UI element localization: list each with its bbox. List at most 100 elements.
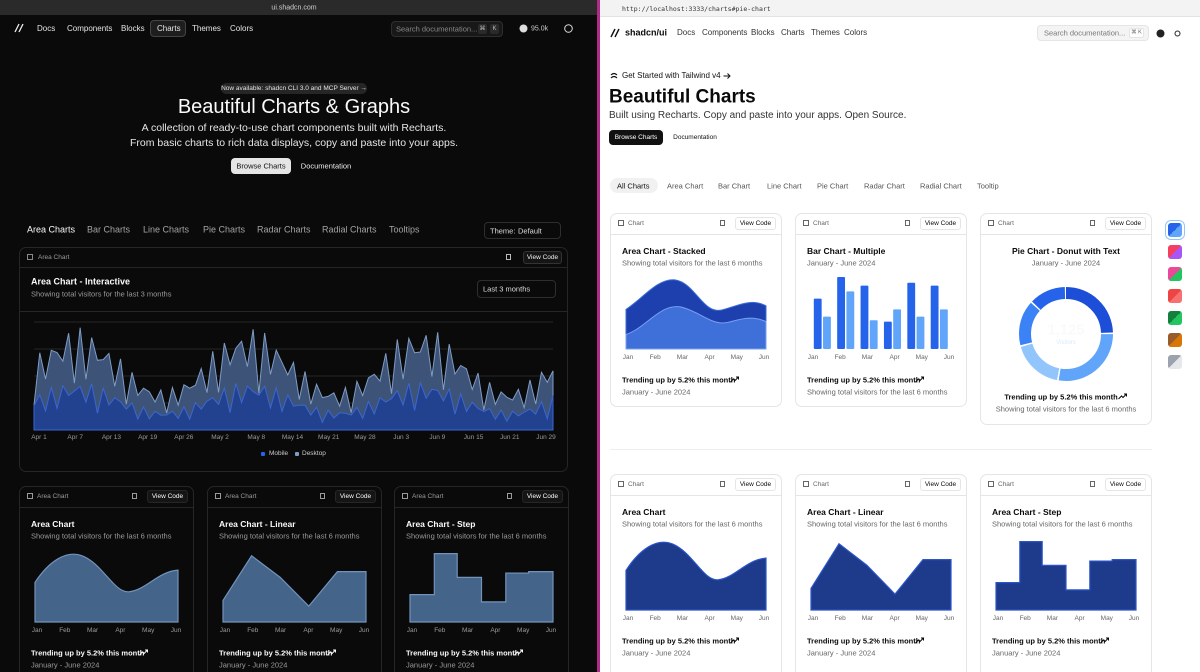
theme-icon [564, 24, 573, 33]
search-box[interactable] [391, 21, 503, 37]
chart-tab[interactable]: Pie Chart [817, 180, 849, 190]
copy-icon [905, 481, 910, 487]
secondary-button-label[interactable]: Documentation [300, 161, 352, 171]
chart-tab[interactable]: Pie Charts [203, 224, 246, 235]
range-select[interactable] [477, 280, 556, 298]
nav-link[interactable]: Docs [677, 28, 696, 37]
x-axis-label: Apr 19 [138, 433, 158, 441]
nav-link[interactable]: Components [67, 24, 113, 33]
view-code-label[interactable]: View Code [151, 492, 184, 500]
theme-select[interactable] [484, 222, 561, 239]
nav-link[interactable]: Blocks [121, 24, 145, 33]
card-title: Area Chart - Linear [219, 518, 296, 529]
chart-tab[interactable]: Area Chart [667, 180, 704, 190]
logo [610, 28, 620, 38]
chart-graphic [223, 550, 366, 622]
secondary-button-label[interactable]: Documentation [673, 133, 717, 141]
view-code-button[interactable] [1105, 217, 1146, 230]
theme-swatch[interactable] [1165, 220, 1185, 240]
theme-swatch[interactable] [1168, 289, 1182, 303]
view-code-button[interactable] [735, 478, 776, 491]
bar [893, 309, 902, 349]
theme-swatch[interactable] [1168, 245, 1182, 259]
view-code-button[interactable] [735, 217, 776, 230]
x-axis-label: May 8 [247, 433, 266, 441]
announcement[interactable]: Get Started with Tailwind v4 [622, 71, 721, 80]
view-code-button[interactable] [1105, 478, 1146, 491]
chart-tab[interactable]: Radial Charts [322, 224, 377, 235]
primary-button-label[interactable]: Browse Charts [614, 133, 658, 141]
view-code-label[interactable]: View Code [1109, 480, 1142, 488]
card-description: January - June 2024 [1031, 258, 1101, 268]
card-footer-sub: January - June 2024 [622, 648, 691, 658]
nav-link[interactable]: Blocks [751, 28, 775, 37]
view-code-button[interactable] [335, 490, 376, 503]
x-axis-label: Jun [758, 353, 770, 361]
search-placeholder: Search documentation... [396, 24, 478, 34]
chart-tab[interactable]: Radar Charts [257, 224, 311, 235]
card-title: Pie Chart - Donut with Text [1012, 245, 1120, 256]
primary-button[interactable] [231, 158, 291, 174]
theme-value[interactable]: Default [518, 225, 542, 235]
nav-link[interactable]: Charts [781, 28, 805, 37]
theme-swatch[interactable] [1168, 333, 1182, 347]
view-code-label[interactable]: View Code [739, 219, 772, 227]
card-header: Chart [628, 480, 644, 488]
search-box[interactable] [1037, 25, 1149, 41]
theme-swatch[interactable] [1168, 355, 1182, 369]
chart-tab[interactable]: Line Charts [143, 224, 190, 235]
header-icon [402, 493, 408, 499]
nav-link[interactable]: Colors [844, 28, 868, 37]
nav-link[interactable]: Colors [230, 24, 254, 33]
primary-button[interactable] [609, 130, 663, 145]
card-description: January - June 2024 [807, 258, 876, 268]
x-axis-label: Feb [834, 353, 846, 361]
view-code-label[interactable]: View Code [1109, 219, 1142, 227]
header-icon [27, 254, 33, 260]
view-code-button[interactable] [147, 490, 188, 503]
view-code-button[interactable] [523, 251, 562, 264]
card-title: Area Chart - Linear [807, 506, 884, 517]
trend-arrow [1118, 393, 1127, 400]
chart-tab[interactable]: Tooltip [977, 180, 999, 190]
nav-link[interactable]: Docs [37, 24, 56, 33]
view-code-label[interactable]: View Code [339, 492, 372, 500]
theme-swatch[interactable] [1168, 267, 1182, 281]
chart-tab[interactable]: Bar Chart [718, 180, 751, 190]
range-select-value[interactable]: Last 3 months [483, 284, 531, 294]
view-code-label[interactable]: View Code [924, 480, 957, 488]
theme-swatch[interactable] [1168, 311, 1182, 325]
view-code-button[interactable] [920, 478, 961, 491]
header-icon [803, 220, 809, 226]
nav-link[interactable]: Charts [157, 24, 181, 33]
chart-tab[interactable]: Line Chart [767, 180, 802, 190]
x-axis-label: Mar [861, 614, 873, 622]
card-description: Showing total visitors for the last 6 mo… [219, 531, 360, 541]
nav-link[interactable]: Themes [811, 28, 840, 37]
chart-tab[interactable]: Area Charts [27, 224, 76, 235]
card-header: Chart [998, 480, 1014, 488]
copy-icon [1090, 481, 1095, 487]
view-code-label[interactable]: View Code [526, 253, 559, 261]
github-stars: 95.0k [531, 25, 549, 33]
chart-tab[interactable]: All Charts [617, 180, 650, 190]
x-axis-label: Feb [649, 353, 661, 361]
view-code-label[interactable]: View Code [924, 219, 957, 227]
view-code-button[interactable] [522, 490, 563, 503]
chart-tab[interactable]: Radar Chart [864, 180, 905, 190]
card-description: Showing total visitors for the last 6 mo… [992, 519, 1133, 529]
nav-link[interactable]: Themes [192, 24, 221, 33]
nav-link[interactable]: Components [702, 28, 748, 37]
chart-tab[interactable]: Bar Charts [87, 224, 131, 235]
view-code-button[interactable] [920, 217, 961, 230]
primary-button-label[interactable]: Browse Charts [236, 161, 286, 171]
card-footer: Trending up by 5.2% this month [31, 648, 145, 658]
view-code-label[interactable]: View Code [526, 492, 559, 500]
trend-arrow [915, 376, 924, 383]
chart-tab[interactable]: Tooltips [389, 224, 420, 235]
x-axis-label: Jan [219, 626, 231, 634]
chart-tab[interactable]: Radial Chart [920, 180, 962, 190]
x-axis-label: Apr [704, 614, 715, 622]
view-code-label[interactable]: View Code [739, 480, 772, 488]
card-footer: Trending up by 5.2% this month [1004, 392, 1118, 402]
